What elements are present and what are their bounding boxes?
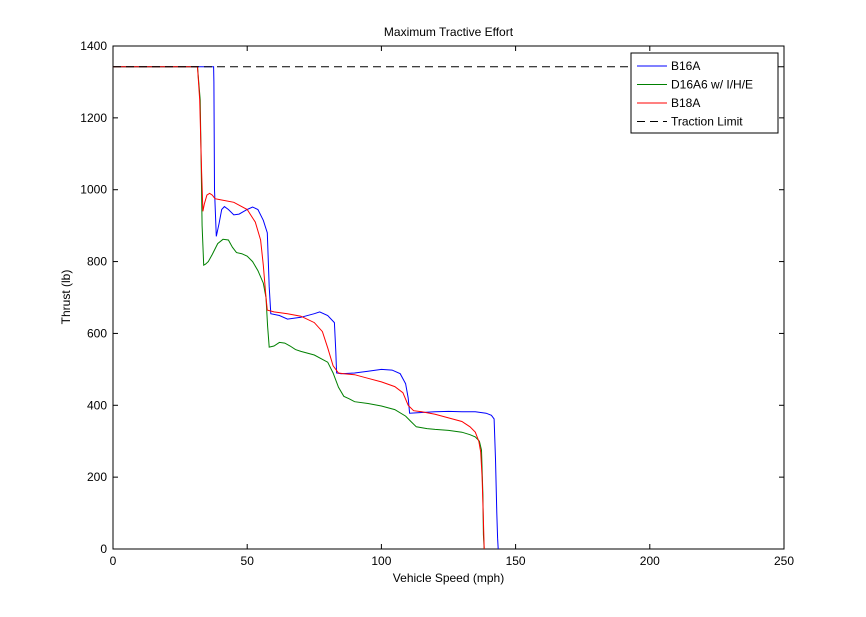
y-tick-label: 1200	[80, 111, 107, 125]
y-tick-label: 200	[87, 470, 107, 484]
y-tick-label: 1000	[80, 183, 107, 197]
y-axis-label: Thrust (lb)	[59, 270, 73, 325]
x-tick-label: 0	[110, 554, 117, 568]
x-tick-label: 250	[774, 554, 794, 568]
legend-label: Traction Limit	[671, 115, 743, 129]
legend: B16A D16A6 w/ I/H/E B18A Traction Limit	[630, 52, 779, 134]
y-tick-label: 0	[100, 542, 107, 556]
x-axis-label: Vehicle Speed (mph)	[393, 571, 504, 585]
legend-label: B18A	[671, 96, 700, 110]
y-tick-label: 600	[87, 326, 107, 340]
x-tick-label: 50	[241, 554, 255, 568]
series-line-d16a6-w-i-h-e	[113, 66, 485, 550]
y-tick-label: 400	[87, 398, 107, 412]
legend-label: B16A	[671, 59, 700, 73]
axis-ticks: 0 50 100 150 200 250 0 200 400 600 800 1000 1200 1400	[80, 39, 794, 568]
series-line-b18a	[113, 66, 485, 550]
chart-title: Maximum Tractive Effort	[384, 25, 514, 39]
x-tick-label: 150	[506, 554, 526, 568]
x-tick-label: 200	[640, 554, 660, 568]
x-tick-label: 100	[371, 554, 391, 568]
series-line-b16a	[113, 66, 499, 550]
y-tick-label: 800	[87, 255, 107, 269]
legend-label: D16A6 w/ I/H/E	[671, 78, 753, 92]
y-tick-label: 1400	[80, 39, 107, 53]
